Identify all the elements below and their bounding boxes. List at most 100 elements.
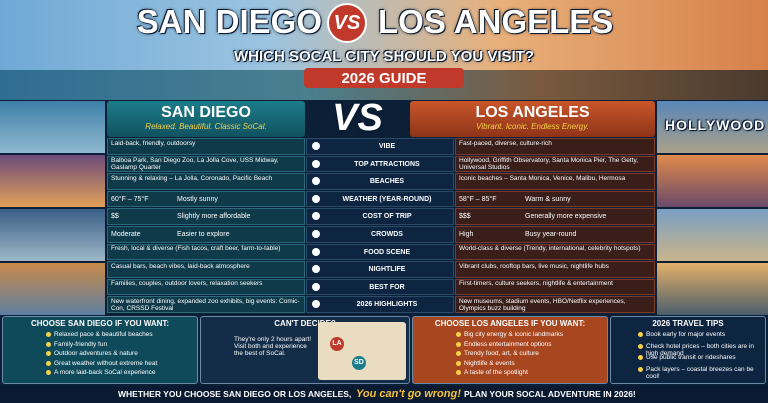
cell-main: Moderate	[111, 231, 141, 238]
map-la: LA	[332, 340, 342, 347]
category: BEST FOR	[369, 283, 405, 291]
category: FOOD SCENE	[363, 248, 411, 256]
title-right: LOS ANGELES	[378, 3, 614, 40]
map-pin-la	[330, 337, 344, 351]
check	[46, 360, 51, 366]
box-text: They're only 2 hours apart! Visit both a…	[234, 336, 312, 358]
cell-side: Warm & sunny	[525, 195, 571, 203]
sd-tagline: Relaxed. Beautiful. Classic SoCal.	[145, 122, 267, 131]
subtitle: WHICH SOCAL CITY SHOULD YOU VISIT?	[233, 48, 535, 65]
cell-text: Fresh, local & diverse (Fish tacos, craf…	[111, 245, 281, 253]
box	[412, 316, 608, 384]
photo-sd	[0, 209, 105, 261]
cell-text: Balboa Park, San Diego Zoo, La Jolla Cov…	[111, 157, 279, 172]
cell-text: Casual bars, beach vibes, laid-back atmo…	[111, 262, 250, 270]
title-left: SAN DIEGO	[136, 3, 322, 40]
cell-text: Vibrant clubs, rooftop bars, live music,…	[459, 262, 609, 270]
cat-cell	[306, 296, 454, 313]
box-item: Outdoor adventures & nature	[54, 350, 138, 357]
category: TOP ATTRACTIONS	[354, 160, 420, 168]
category: NIGHTLIFE	[368, 266, 406, 274]
check	[456, 370, 461, 375]
photo-la	[657, 209, 768, 261]
row-icon	[312, 142, 320, 150]
badge	[304, 68, 464, 88]
la-cell	[455, 226, 655, 243]
sd-name: SAN DIEGO	[161, 104, 251, 121]
box-item: Use public transit or rideshares	[646, 354, 736, 361]
cat-cell	[306, 190, 454, 208]
check	[456, 332, 461, 337]
vs-big: VS	[332, 97, 383, 139]
sd-cell	[107, 226, 305, 243]
box	[2, 316, 198, 384]
la-cell	[455, 243, 655, 261]
cell-text: Families, couples, outdoor lovers, relax…	[111, 280, 263, 288]
box-item: Book early for major events	[646, 331, 726, 338]
category: CROWDS	[371, 231, 403, 238]
la-cell	[455, 138, 655, 155]
la-cell	[455, 296, 655, 313]
la-header	[410, 101, 655, 137]
category: BEACHES	[369, 178, 405, 186]
box-item: Pack layers – coastal breezes can be coo…	[646, 365, 754, 380]
box-item: Nightlife & events	[464, 359, 515, 367]
cat-cell	[306, 173, 454, 190]
cell-text: New waterfront dining, expanded zoo exhi…	[111, 297, 300, 313]
cat-cell	[306, 155, 454, 173]
hollywood-sign: HOLLYWOOD	[665, 117, 766, 133]
cell-side: Easier to explore	[177, 231, 230, 238]
footer-left: WHETHER YOU CHOOSE SAN DIEGO OR LOS ANGE…	[118, 389, 352, 399]
sd-cell	[107, 243, 305, 261]
box-item: A taste of the spotlight	[464, 369, 528, 376]
sd-cell	[107, 138, 305, 155]
map	[318, 322, 406, 380]
check	[638, 343, 643, 349]
map-sd: SD	[354, 359, 364, 366]
box-item: Trendy food, art, & culture	[464, 350, 539, 357]
row-icon	[312, 159, 320, 168]
box	[610, 316, 766, 384]
box-title: CHOOSE LOS ANGELES IF YOU WANT:	[434, 319, 586, 328]
row-icon	[312, 212, 320, 221]
cat-cell	[306, 208, 454, 225]
cell-text: Hollywood, Griffith Observatory, Santa M…	[459, 157, 639, 172]
check	[638, 355, 643, 360]
cell-text: World-class & diverse (Trendy, internati…	[459, 245, 641, 253]
sd-cell	[107, 296, 305, 313]
row-icon	[312, 300, 320, 309]
cell-text: Stunning & relaxing – La Jolla, Coronado…	[111, 174, 273, 182]
box-item: Family-friendly fun	[54, 340, 108, 348]
category: WEATHER (YEAR-ROUND)	[342, 195, 432, 203]
cell-text: Laid-back, friendly, outdoorsy	[111, 139, 196, 147]
box-title: CHOOSE SAN DIEGO IF YOU WANT:	[30, 319, 170, 328]
sd-cell	[107, 190, 305, 208]
row-icon	[312, 247, 320, 256]
la-name: LOS ANGELES	[475, 104, 590, 121]
check	[638, 366, 643, 372]
vs-circle	[327, 3, 367, 43]
check	[456, 360, 461, 366]
sd-cell	[107, 208, 305, 225]
row-icon	[312, 230, 320, 238]
row-icon	[312, 194, 320, 203]
la-cell	[455, 155, 655, 173]
box-item: Check hotel prices – both cities are in …	[646, 342, 755, 357]
cell-side: Mostly sunny	[177, 195, 218, 203]
row-icon	[312, 177, 320, 186]
cell-main: $$	[111, 213, 119, 221]
sd-header	[107, 101, 305, 137]
footer-right: PLAN YOUR SOCAL ADVENTURE IN 2026!	[464, 389, 636, 399]
box-item: Great weather without extreme heat	[54, 359, 158, 367]
check	[638, 332, 643, 337]
cell-main: 58°F – 85°F	[459, 195, 497, 203]
title-vs: VS	[333, 12, 361, 34]
cell-text: First-timers, culture seekers, nightlife…	[459, 280, 613, 288]
cell-main: 60°F – 75°F	[111, 195, 149, 203]
box-item: Big city energy & iconic landmarks	[464, 331, 563, 338]
box-item: A more laid-back SoCal experience	[54, 369, 156, 376]
check	[46, 351, 51, 356]
row-icon	[312, 282, 320, 291]
cell-text: Iconic beaches – Santa Monica, Venice, M…	[459, 174, 626, 182]
